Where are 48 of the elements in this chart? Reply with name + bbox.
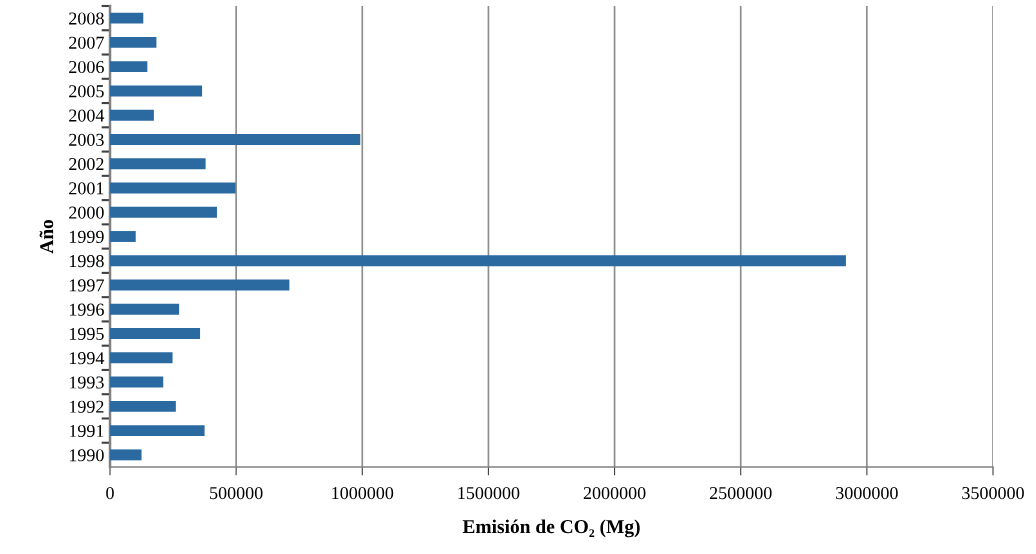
bar: [110, 36, 157, 48]
bar: [110, 109, 154, 121]
bar: [110, 449, 142, 461]
bar: [110, 158, 206, 170]
bar: [110, 231, 136, 242]
y-tick-label: 2007: [69, 36, 104, 49]
bar: [110, 303, 180, 315]
y-tick-label: 1999: [69, 230, 104, 243]
y-tick-label: 2003: [69, 133, 104, 146]
y-tick-label: 2006: [69, 60, 104, 74]
y-tick-label: 2002: [69, 157, 104, 171]
bar: [110, 400, 176, 412]
bar: [110, 61, 148, 73]
x-tick-label: 2000000: [583, 486, 646, 500]
bar: [110, 206, 217, 218]
y-tick-label: 1994: [69, 352, 105, 365]
x-tick-label: 3500000: [962, 486, 1024, 500]
y-tick-label: 1995: [69, 327, 104, 340]
bar: [110, 85, 203, 97]
y-tick-label: 1991: [69, 424, 104, 438]
y-axis-title: Año: [39, 219, 54, 254]
bar: [110, 328, 201, 340]
x-tick-label: 500000: [210, 486, 263, 500]
y-tick-label: 1998: [69, 255, 104, 268]
bar: [110, 133, 361, 145]
y-tick-label: 1996: [69, 303, 104, 316]
y-tick-label: 2001: [69, 182, 104, 195]
y-tick-label: 1992: [69, 400, 104, 413]
y-tick-label: 1993: [69, 376, 104, 389]
x-axis-title: Emisión de CO₂ (Mg): [462, 519, 640, 538]
y-tick-label: 2005: [69, 85, 104, 98]
bar: [110, 425, 205, 437]
x-tick-label: 2500000: [709, 486, 772, 500]
y-tick-label: 1990: [69, 449, 104, 462]
x-tick-label: 1500000: [458, 486, 520, 500]
x-tick-label: 0: [106, 486, 114, 500]
y-tick-label: 2008: [69, 12, 104, 25]
bar: [110, 279, 290, 291]
bar: [110, 182, 236, 194]
bar: [110, 376, 164, 388]
bar: [110, 12, 144, 24]
y-tick-label: 2000: [69, 206, 104, 219]
y-tick-label: 2004: [69, 109, 105, 122]
y-tick-label: 1997: [69, 279, 104, 292]
x-tick-label: 3000000: [836, 486, 898, 500]
x-tick-label: 1000000: [332, 486, 394, 500]
bar: [110, 352, 173, 364]
bar: [110, 255, 846, 267]
